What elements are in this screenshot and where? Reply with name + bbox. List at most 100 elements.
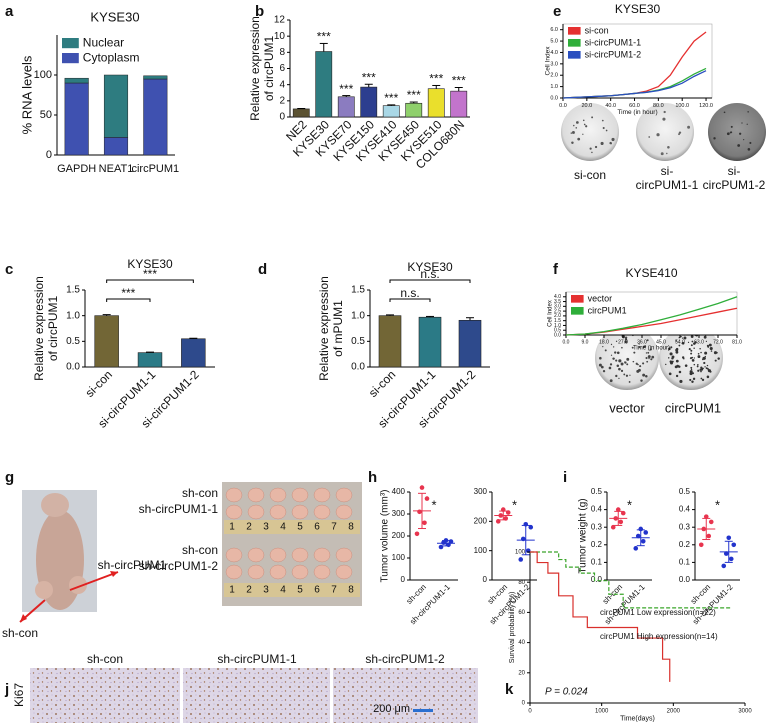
y-tick-label: 0.4 xyxy=(679,505,691,514)
colony xyxy=(638,343,640,345)
colony xyxy=(656,133,660,137)
colony xyxy=(625,374,629,377)
ruler-number: 5 xyxy=(297,585,303,596)
colony xyxy=(667,357,670,359)
y-tick-label: 0.0 xyxy=(66,362,80,373)
data-point xyxy=(726,535,732,541)
x-axis-label: Time (in hour) xyxy=(633,346,670,352)
colony xyxy=(675,374,679,378)
chart-title: KYSE30 xyxy=(407,260,453,274)
y-tick-label: 1.0 xyxy=(550,84,558,90)
tumor xyxy=(291,504,309,520)
row-label: Ki67 xyxy=(12,683,26,707)
data-point xyxy=(731,542,737,548)
chart-title: KYSE410 xyxy=(625,266,677,280)
bar xyxy=(337,96,355,118)
photo-label: circPUM1-1 xyxy=(636,178,699,192)
data-point xyxy=(640,538,646,544)
colony xyxy=(689,372,693,376)
legend-label: si-circPUM1-1 xyxy=(585,37,642,47)
x-tick-label: si-con xyxy=(82,367,115,400)
photo-label: sh-circPUM1-2 xyxy=(139,559,219,573)
colony xyxy=(749,141,752,144)
colony xyxy=(702,356,706,360)
x-tick-label: 20.0 xyxy=(581,103,592,109)
colony xyxy=(609,363,613,366)
data-point xyxy=(422,520,427,526)
legend-swatch xyxy=(568,27,581,35)
ruler-number: 8 xyxy=(348,522,354,533)
photo-j: sh-con sh-circPUM1-1 sh-circPUM1-2 Ki67 … xyxy=(12,652,478,723)
y-tick-label: 0.0 xyxy=(550,95,558,101)
bar-segment xyxy=(64,77,89,84)
colony xyxy=(624,361,626,363)
ruler-number: 6 xyxy=(314,585,320,596)
colony xyxy=(689,378,692,381)
ruler-number: 7 xyxy=(331,522,337,533)
colony xyxy=(605,129,608,132)
colony xyxy=(697,352,700,355)
panel-letter: h xyxy=(368,469,377,486)
tumor xyxy=(291,564,309,580)
colony xyxy=(691,380,694,383)
data-point xyxy=(633,546,639,551)
colony xyxy=(575,127,578,129)
colony xyxy=(602,345,604,348)
colony xyxy=(706,368,709,370)
arrowhead xyxy=(20,614,27,622)
colony xyxy=(747,111,749,113)
colony xyxy=(699,368,702,372)
y-tick-label: 0 xyxy=(483,575,488,584)
panel-letter: c xyxy=(5,261,13,278)
colony xyxy=(647,351,650,354)
colony xyxy=(675,359,679,363)
tumor xyxy=(269,504,287,520)
annotation: *** xyxy=(362,70,376,84)
colony xyxy=(669,352,673,356)
y-tick-label: 2 xyxy=(279,95,285,106)
colony xyxy=(624,340,628,344)
y-tick-label: 6.0 xyxy=(550,27,558,33)
colony xyxy=(582,133,584,135)
scale-bar xyxy=(413,709,433,712)
data-point xyxy=(610,524,616,530)
colony xyxy=(615,340,618,343)
colony xyxy=(651,355,655,359)
colony xyxy=(618,367,621,371)
colony xyxy=(678,131,682,134)
colony xyxy=(645,352,648,354)
data-point xyxy=(414,531,420,537)
bar xyxy=(181,338,206,368)
colony xyxy=(610,142,612,145)
tumor xyxy=(335,487,353,503)
ruler xyxy=(224,583,360,597)
x-tick-label: 81.0 xyxy=(732,339,742,345)
arrowhead xyxy=(110,571,118,577)
colony xyxy=(610,343,613,346)
colony xyxy=(642,373,646,377)
colony xyxy=(648,136,651,138)
y-tick-label: 300 xyxy=(392,509,406,518)
colony xyxy=(635,362,638,365)
colony xyxy=(629,374,631,376)
colony xyxy=(573,124,575,127)
colony xyxy=(690,368,693,371)
y-tick-label: 1.0 xyxy=(66,310,80,321)
bar xyxy=(427,88,445,118)
legend-label: si-con xyxy=(585,25,609,35)
colony xyxy=(687,341,690,343)
x-tick-label: 72.0 xyxy=(713,339,723,345)
data-point xyxy=(424,496,430,501)
colony xyxy=(706,364,709,367)
colony xyxy=(726,132,730,136)
colony xyxy=(636,369,640,373)
colony xyxy=(701,378,705,382)
series-label: circPUM1 High expression(n=14) xyxy=(600,632,718,641)
colony xyxy=(602,126,605,130)
tumor xyxy=(269,547,287,563)
colony xyxy=(747,148,751,151)
colony xyxy=(600,365,604,369)
panel-letter: a xyxy=(5,3,14,20)
bar xyxy=(458,319,482,368)
y-tick-label: 100 xyxy=(515,550,526,556)
